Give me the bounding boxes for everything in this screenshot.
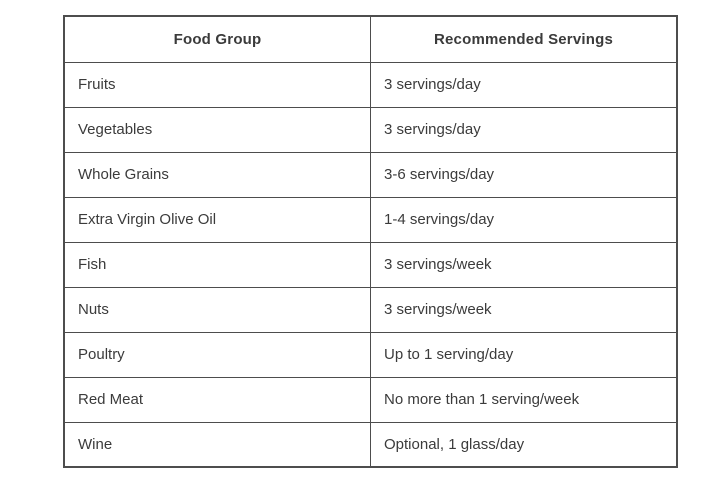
servings-cell: Optional, 1 glass/day [370,421,678,468]
servings-cell: 3 servings/week [370,241,678,288]
table-row: Fruits 3 servings/day [63,61,678,108]
food-group-cell: Nuts [63,286,371,333]
table-row: Vegetables 3 servings/day [63,106,678,153]
header-row: Food Group Recommended Servings [63,15,678,63]
food-group-header: Food Group [63,15,371,63]
food-group-cell: Fruits [63,61,371,108]
table-row: Whole Grains 3-6 servings/day [63,151,678,198]
servings-cell: Up to 1 serving/day [370,331,678,378]
servings-cell: 3 servings/day [370,106,678,153]
food-group-cell: Wine [63,421,371,468]
food-group-cell: Fish [63,241,371,288]
servings-cell: 1-4 servings/day [370,196,678,243]
servings-cell: 3 servings/day [370,61,678,108]
table-row: Fish 3 servings/week [63,241,678,288]
table-row: Nuts 3 servings/week [63,286,678,333]
food-servings-table: Food Group Recommended Servings Fruits 3 … [63,15,678,468]
table-body: Fruits 3 servings/day Vegetables 3 servings… [63,61,678,468]
table-header: Food Group Recommended Servings [63,15,678,63]
food-group-cell: Vegetables [63,106,371,153]
table-row: Wine Optional, 1 glass/day [63,421,678,468]
food-group-cell: Red Meat [63,376,371,423]
servings-cell: 3-6 servings/day [370,151,678,198]
servings-cell: No more than 1 serving/week [370,376,678,423]
table-row: Extra Virgin Olive Oil 1-4 servings/day [63,196,678,243]
table-row: Red Meat No more than 1 serving/week [63,376,678,423]
food-group-cell: Poultry [63,331,371,378]
recommended-servings-header: Recommended Servings [370,15,678,63]
servings-cell: 3 servings/week [370,286,678,333]
table-row: Poultry Up to 1 serving/day [63,331,678,378]
food-group-cell: Whole Grains [63,151,371,198]
food-group-cell: Extra Virgin Olive Oil [63,196,371,243]
